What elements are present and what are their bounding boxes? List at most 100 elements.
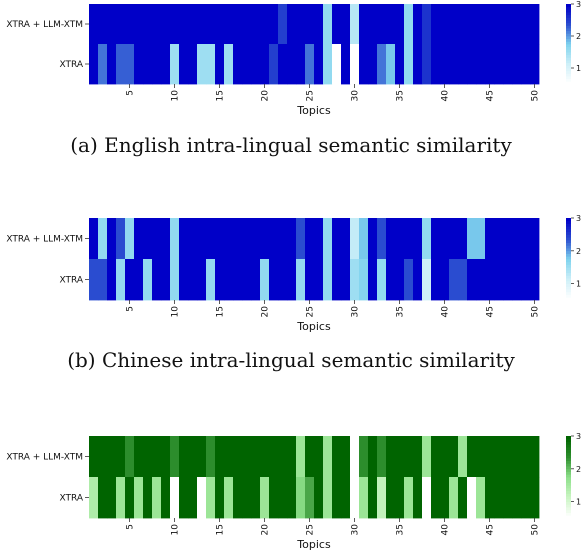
colorbar-segment [566, 474, 571, 478]
colorbar-segment [566, 239, 571, 243]
heatmap-cell [314, 259, 324, 301]
heatmap-cell [197, 259, 207, 301]
x-axis-label: Topics [296, 538, 331, 551]
colorbar-segment [566, 38, 571, 42]
x-tick-label: 5 [126, 90, 136, 96]
colorbar-segment [566, 33, 571, 37]
heatmap-cell [125, 436, 135, 478]
heatmap-cell [206, 259, 216, 301]
heatmap-cell [422, 44, 432, 85]
colorbar-segment [566, 471, 571, 475]
colorbar-segment [566, 289, 571, 293]
colorbar-segment [566, 261, 571, 265]
heatmap-cell [197, 218, 207, 260]
heatmap-cell [125, 218, 135, 260]
heatmap-cell [395, 218, 405, 260]
heatmap-cell [242, 218, 252, 260]
heatmap-cell [449, 259, 459, 301]
heatmap-cell [287, 259, 297, 301]
colorbar-segment [566, 269, 571, 274]
heatmap-cell [251, 218, 261, 260]
colorbar-segment [566, 286, 571, 290]
colorbar-tick-label: 3 [576, 214, 581, 223]
colorbar-segment [566, 218, 571, 222]
heatmap-cell [296, 218, 306, 260]
heatmap-cell [422, 218, 432, 260]
heatmap-cell [512, 218, 522, 260]
heatmap-cell [431, 436, 441, 478]
heatmap-cell [386, 218, 396, 260]
heatmap-cell [503, 4, 513, 45]
heatmap-cell [467, 436, 477, 478]
heatmap-cell [395, 477, 405, 519]
heatmap-cell [341, 44, 351, 85]
heatmap-cell [485, 218, 495, 260]
colorbar-segment [566, 234, 571, 238]
heatmap-cell [242, 477, 252, 519]
heatmap-cell [215, 4, 225, 45]
colorbar-segment [566, 446, 571, 451]
heatmap-cell [332, 218, 342, 260]
colorbar-segment [566, 275, 571, 279]
heatmap-cell [350, 259, 360, 301]
heatmap-cell [152, 259, 162, 301]
heatmap-cell [179, 436, 189, 478]
heatmap-cell [269, 259, 279, 301]
heatmap-cell [152, 44, 162, 85]
colorbar-segment [566, 438, 571, 442]
heatmap-cell [134, 436, 144, 478]
colorbar-segment [566, 436, 571, 440]
colorbar-segment [566, 509, 571, 513]
heatmap-cell [269, 218, 279, 260]
heatmap-cell [278, 4, 288, 45]
heatmap-cell [107, 436, 117, 478]
colorbar-segment [566, 6, 571, 10]
colorbar-segment [566, 452, 571, 456]
heatmap-cell [206, 44, 216, 85]
heatmap-cell [368, 436, 378, 478]
x-tick-label: 25 [306, 524, 316, 535]
heatmap-cell [440, 477, 450, 519]
heatmap-cell [395, 44, 405, 85]
heatmap-cell [116, 477, 126, 519]
x-tick-label: 15 [216, 306, 226, 317]
heatmap-cell [314, 436, 324, 478]
colorbar-segment [566, 482, 571, 486]
heatmap-cell [341, 259, 351, 301]
heatmap-cell [143, 436, 153, 478]
x-tick-label: 45 [486, 306, 496, 317]
heatmap-cell [215, 477, 225, 519]
colorbar-segment [566, 78, 571, 82]
colorbar-segment [566, 54, 571, 58]
heatmap-cell [233, 259, 243, 301]
colorbar-segment [566, 264, 571, 268]
x-tick-label: 40 [441, 306, 451, 318]
x-tick-label: 10 [171, 90, 181, 102]
heatmap-cell [152, 436, 162, 478]
heatmap-cell [179, 259, 189, 301]
heatmap-cell [431, 4, 441, 45]
heatmap-cell [269, 477, 279, 519]
heatmap-cell [350, 4, 360, 45]
heatmap-cell [440, 259, 450, 301]
heatmap-cell [341, 436, 351, 478]
heatmap-cell [458, 259, 468, 301]
x-tick-label: 15 [216, 524, 226, 535]
x-tick-label: 45 [486, 524, 496, 535]
colorbar-segment [566, 460, 571, 464]
heatmap-cell [494, 436, 504, 478]
heatmap-cell [296, 44, 306, 85]
heatmap-cell [278, 44, 288, 85]
heatmap-cell [476, 218, 486, 260]
x-tick-label: 10 [171, 524, 181, 536]
colorbar-segment [566, 468, 571, 472]
heatmap-cell [269, 4, 279, 45]
heatmap-cell [143, 477, 153, 519]
heatmap-cell [143, 218, 153, 260]
heatmap-cell [116, 44, 126, 85]
colorbar-segment [566, 36, 571, 40]
heatmap-cell [485, 44, 495, 85]
heatmap-cell [332, 4, 342, 45]
heatmap-cell [161, 44, 171, 85]
heatmap-cell [440, 4, 450, 45]
